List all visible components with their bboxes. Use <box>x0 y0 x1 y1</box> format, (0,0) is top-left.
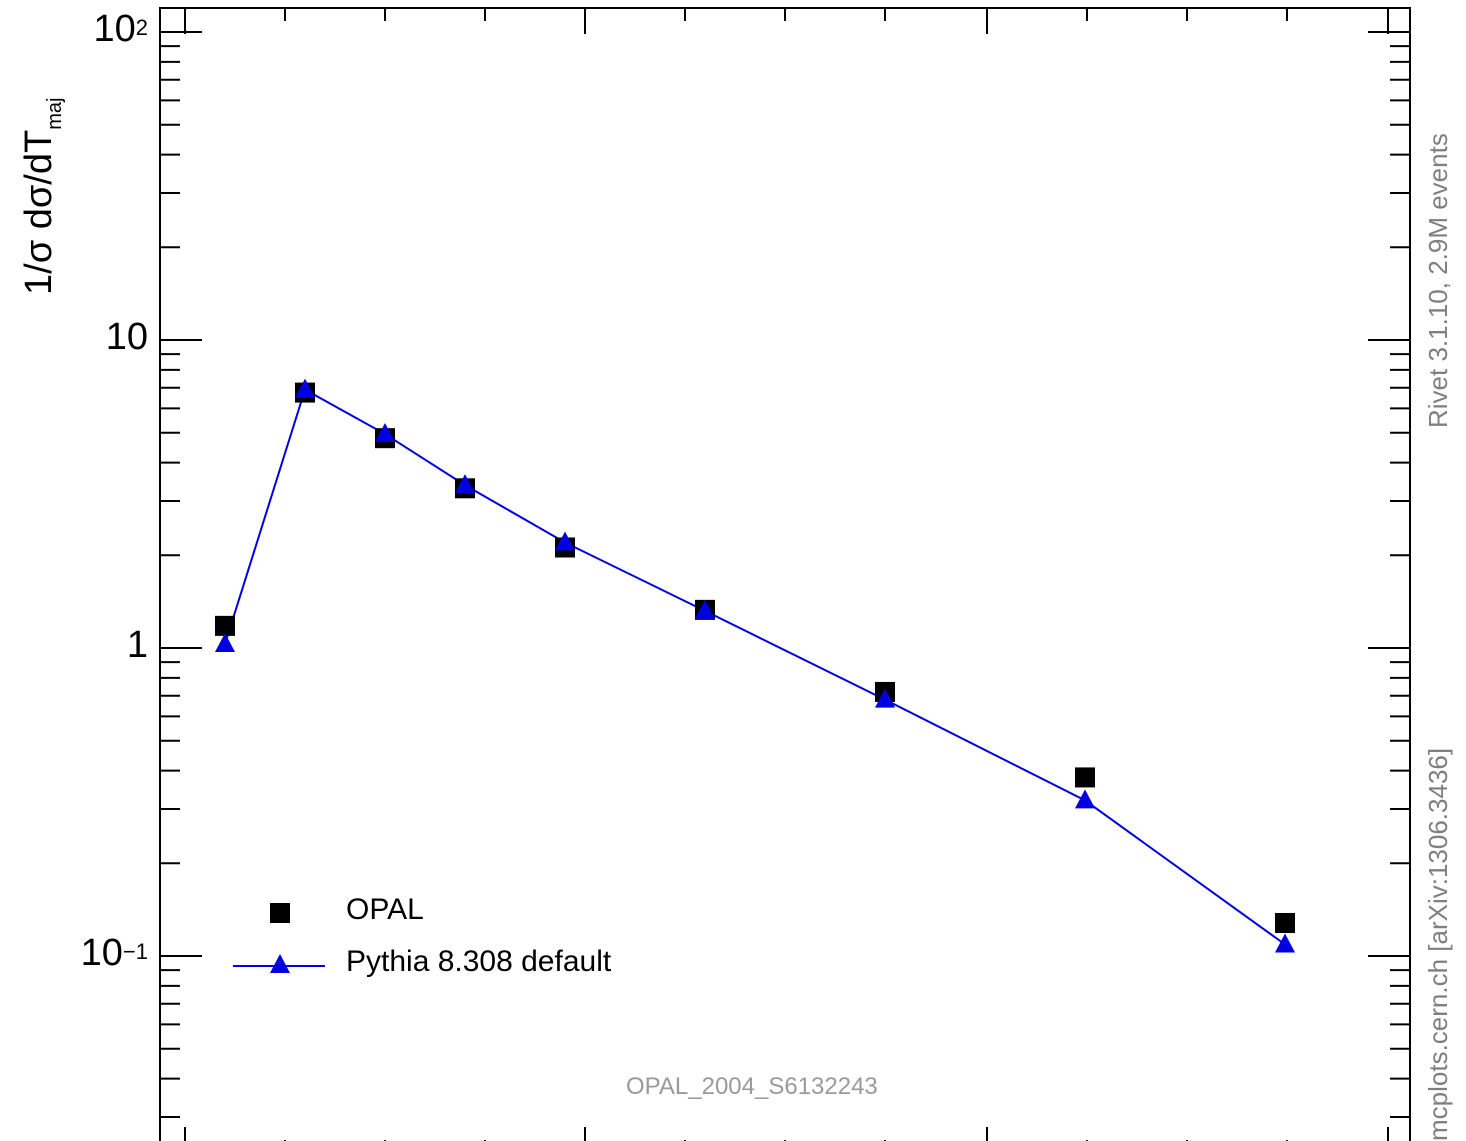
legend-marker-opal <box>270 903 290 923</box>
y-axis-label-sub: maj <box>44 97 66 130</box>
legend-label-opal: OPAL <box>346 893 424 926</box>
pythia-data-point <box>375 423 395 443</box>
pythia-data-point <box>1075 789 1095 809</box>
analysis-id: OPAL_2004_S6132243 <box>626 1073 878 1100</box>
pythia-data-point <box>875 688 895 708</box>
pythia-data-point <box>215 633 235 653</box>
pythia-data-point <box>295 378 315 398</box>
opal-data-point <box>215 615 235 636</box>
pythia-data-point <box>695 599 715 619</box>
y-tick-label: 10 <box>105 316 148 358</box>
opal-data-point <box>1075 767 1095 788</box>
legend-markers <box>233 903 325 973</box>
mcplots-credit: mcplots.cern.ch [arXiv:1306.3436] <box>1423 747 1453 1141</box>
series-markers <box>215 378 1295 953</box>
y-tick-label: 10−1 <box>80 932 148 974</box>
pythia-data-point <box>1275 933 1295 953</box>
pythia-data-point <box>455 474 475 494</box>
series-lines <box>224 388 1286 946</box>
rivet-info: Rivet 3.1.10, 2.9M events <box>1423 133 1453 428</box>
legend-marker-pythia <box>270 954 290 973</box>
pythia-data-point <box>555 531 575 551</box>
y-axis-label-main: 1/σ dσ/dT <box>18 129 60 295</box>
axis-ticks <box>160 8 1410 1141</box>
y-tick-label: 1 <box>126 624 148 666</box>
pythia-series-line <box>224 388 1286 946</box>
legend-label-pythia: Pythia 8.308 default <box>346 945 612 978</box>
opal-data-point <box>1275 912 1295 933</box>
y-tick-label: 102 <box>93 8 148 50</box>
